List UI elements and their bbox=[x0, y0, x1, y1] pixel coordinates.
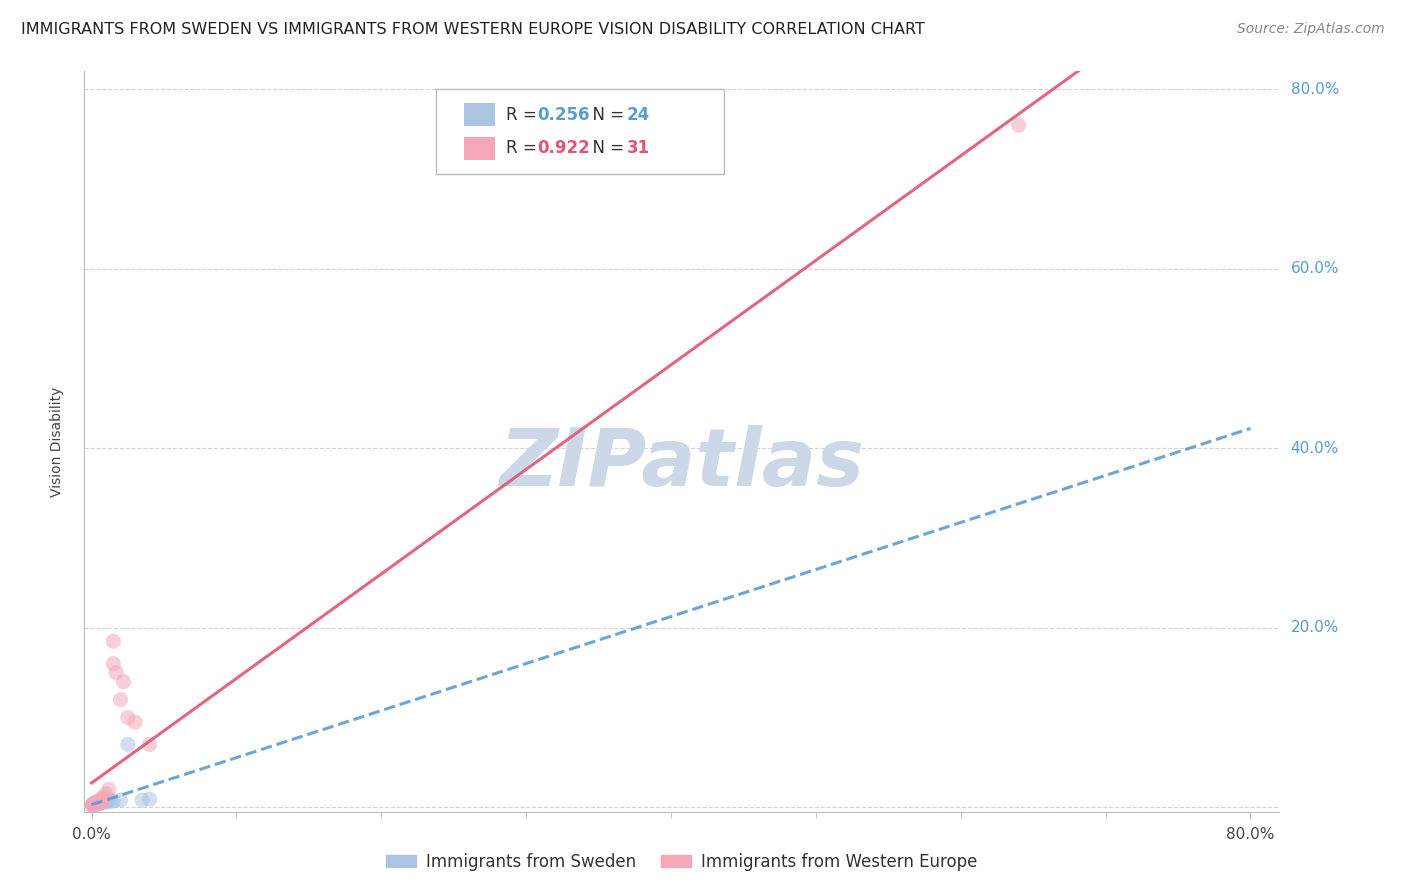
Point bbox=[89, 794, 111, 808]
Point bbox=[90, 793, 112, 807]
Point bbox=[96, 795, 118, 809]
Point bbox=[94, 794, 117, 808]
Text: IMMIGRANTS FROM SWEDEN VS IMMIGRANTS FROM WESTERN EUROPE VISION DISABILITY CORRE: IMMIGRANTS FROM SWEDEN VS IMMIGRANTS FRO… bbox=[21, 22, 925, 37]
Point bbox=[87, 795, 110, 809]
Point bbox=[87, 795, 110, 809]
Text: 80.0%: 80.0% bbox=[1291, 82, 1339, 97]
Point bbox=[103, 634, 125, 648]
Point bbox=[82, 797, 104, 812]
Point bbox=[90, 796, 112, 810]
Text: Source: ZipAtlas.com: Source: ZipAtlas.com bbox=[1237, 22, 1385, 37]
Point bbox=[82, 797, 104, 812]
Text: R =: R = bbox=[506, 106, 543, 124]
Point bbox=[103, 657, 125, 671]
Point bbox=[100, 794, 122, 808]
Text: N =: N = bbox=[582, 139, 630, 157]
Text: 31: 31 bbox=[627, 139, 650, 157]
Point bbox=[117, 710, 139, 724]
Point bbox=[83, 797, 105, 812]
Point bbox=[87, 797, 110, 811]
Point bbox=[89, 796, 111, 810]
Point bbox=[83, 797, 105, 812]
Point bbox=[89, 796, 111, 810]
Point bbox=[83, 796, 105, 810]
Point bbox=[94, 787, 117, 801]
Text: 40.0%: 40.0% bbox=[1291, 441, 1339, 456]
Point bbox=[84, 797, 107, 812]
Point bbox=[93, 795, 115, 809]
Text: 20.0%: 20.0% bbox=[1291, 620, 1339, 635]
Text: 24: 24 bbox=[627, 106, 651, 124]
Text: N =: N = bbox=[582, 106, 630, 124]
Text: 60.0%: 60.0% bbox=[1291, 261, 1339, 277]
Text: R =: R = bbox=[506, 139, 543, 157]
Point bbox=[84, 796, 107, 810]
Point bbox=[86, 796, 108, 810]
Point bbox=[138, 792, 160, 806]
Point bbox=[93, 789, 115, 804]
Point bbox=[98, 782, 121, 797]
Point bbox=[110, 793, 132, 807]
Point bbox=[90, 795, 112, 809]
Point bbox=[103, 794, 125, 808]
Point bbox=[1008, 118, 1031, 132]
Point bbox=[110, 692, 132, 706]
Point bbox=[87, 797, 110, 811]
Text: ZIPatlas: ZIPatlas bbox=[499, 425, 865, 503]
Point bbox=[82, 797, 104, 811]
Text: 0.256: 0.256 bbox=[537, 106, 589, 124]
Point bbox=[86, 797, 108, 811]
Point bbox=[131, 793, 153, 807]
Point bbox=[82, 798, 104, 813]
Legend: Immigrants from Sweden, Immigrants from Western Europe: Immigrants from Sweden, Immigrants from … bbox=[380, 847, 984, 878]
Point bbox=[84, 796, 107, 810]
Point bbox=[105, 665, 128, 680]
Point bbox=[84, 797, 107, 812]
Y-axis label: Vision Disability: Vision Disability bbox=[49, 386, 63, 497]
Point bbox=[82, 798, 104, 813]
Point bbox=[84, 797, 107, 811]
Point bbox=[90, 791, 112, 805]
Point bbox=[86, 795, 108, 809]
Point bbox=[138, 738, 160, 752]
Point bbox=[91, 792, 114, 806]
Point bbox=[83, 797, 105, 811]
Point bbox=[86, 797, 108, 811]
Point bbox=[82, 798, 104, 813]
Point bbox=[117, 738, 139, 752]
Text: 0.922: 0.922 bbox=[537, 139, 591, 157]
Point bbox=[87, 794, 110, 808]
Point bbox=[91, 795, 114, 809]
Point bbox=[124, 714, 146, 729]
Point bbox=[112, 674, 135, 689]
Point bbox=[83, 797, 105, 811]
